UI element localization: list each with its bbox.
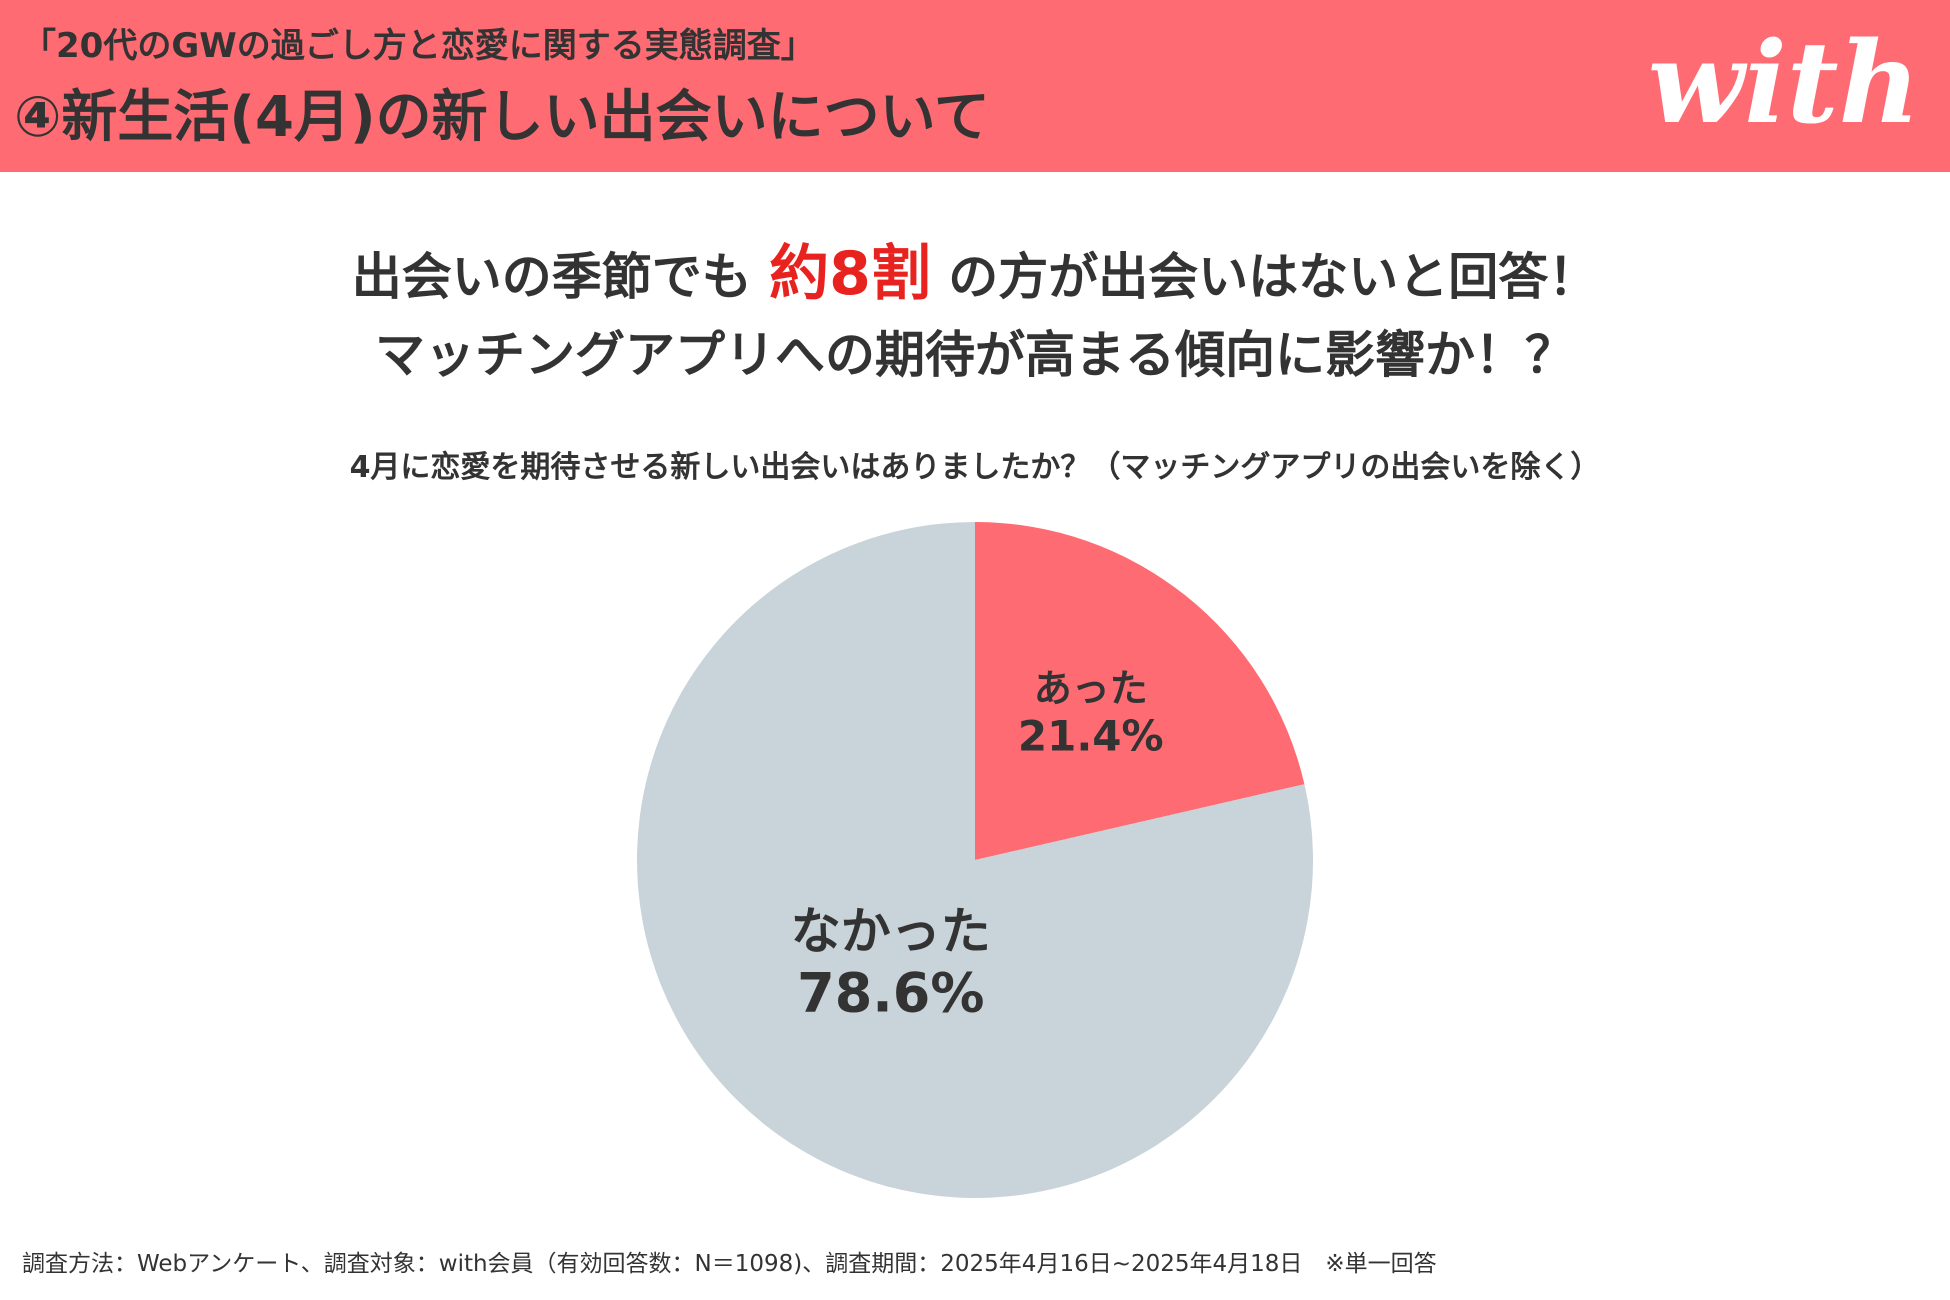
headline-line-2: マッチングアプリへの期待が高まる傾向に影響か！？ — [375, 326, 1575, 384]
survey-subtitle: 「20代のGWの過ごし方と恋愛に関する実態調査」 — [22, 26, 815, 66]
pie-slice-1 — [975, 522, 1305, 860]
with-logo: with — [1647, 18, 1920, 149]
slice-value-1: 21.4% — [1018, 711, 1164, 760]
slice-value-2: 78.6% — [797, 962, 984, 1025]
headline-pre: 出会いの季節でも — [351, 248, 752, 306]
survey-question: 4月に恋愛を期待させる新しい出会いはありましたか？（マッチングアプリの出会いを除… — [349, 450, 1601, 485]
headline-post: の方が出会いはないと回答！ — [948, 248, 1599, 306]
slice-label-2: なかった — [791, 902, 991, 960]
survey-footnote: 調査方法：Webアンケート、調査対象：with会員（有効回答数：N＝1098)、… — [22, 1251, 1437, 1277]
page-title: ④新生活(4月)の新しい出会いについて — [14, 85, 990, 150]
headline-emphasis: 約8割 — [769, 239, 931, 309]
slice-label-1: あった — [1034, 666, 1148, 710]
headline-line-1: 出会いの季節でも 約8割 の方が出会いはないと回答！ — [0, 225, 1950, 312]
header-banner: 「20代のGWの過ごし方と恋愛に関する実態調査」 ④新生活(4月)の新しい出会い… — [0, 0, 1950, 172]
pie-slice-2 — [637, 522, 1313, 1198]
